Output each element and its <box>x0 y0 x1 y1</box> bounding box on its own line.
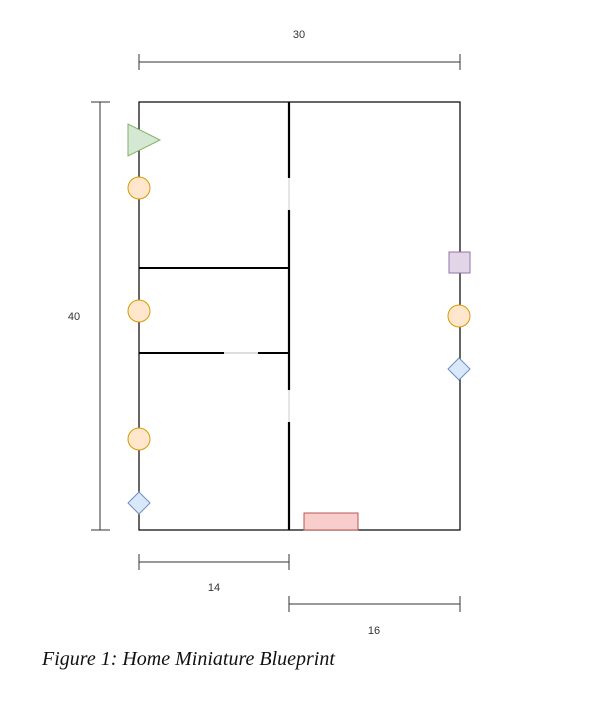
floor-plan-diagram: 30 40 14 <box>68 29 471 637</box>
left-dimension-label: 40 <box>68 311 80 323</box>
diamond-marker-left <box>127 491 151 515</box>
square-marker <box>448 251 471 274</box>
circle-marker-left-3 <box>127 427 151 451</box>
circle-marker-left-2 <box>127 299 151 323</box>
bottom-right-dimension-label: 16 <box>368 625 380 637</box>
circle-marker-right <box>447 304 471 328</box>
diamond-marker-right <box>447 357 471 381</box>
circle-marker-left-1 <box>127 176 151 200</box>
left-dimension: 40 <box>68 101 110 531</box>
rectangle-marker-bottom <box>303 512 359 531</box>
top-dimension: 30 <box>138 29 461 70</box>
bottom-left-dimension: 14 <box>138 554 290 594</box>
bottom-right-dimension: 16 <box>288 596 461 637</box>
bottom-left-dimension-label: 14 <box>208 582 220 594</box>
triangle-marker <box>127 123 162 157</box>
figure-caption: Figure 1: Home Miniature Blueprint <box>42 648 335 670</box>
outer-wall <box>138 101 461 531</box>
top-dimension-label: 30 <box>293 29 305 41</box>
